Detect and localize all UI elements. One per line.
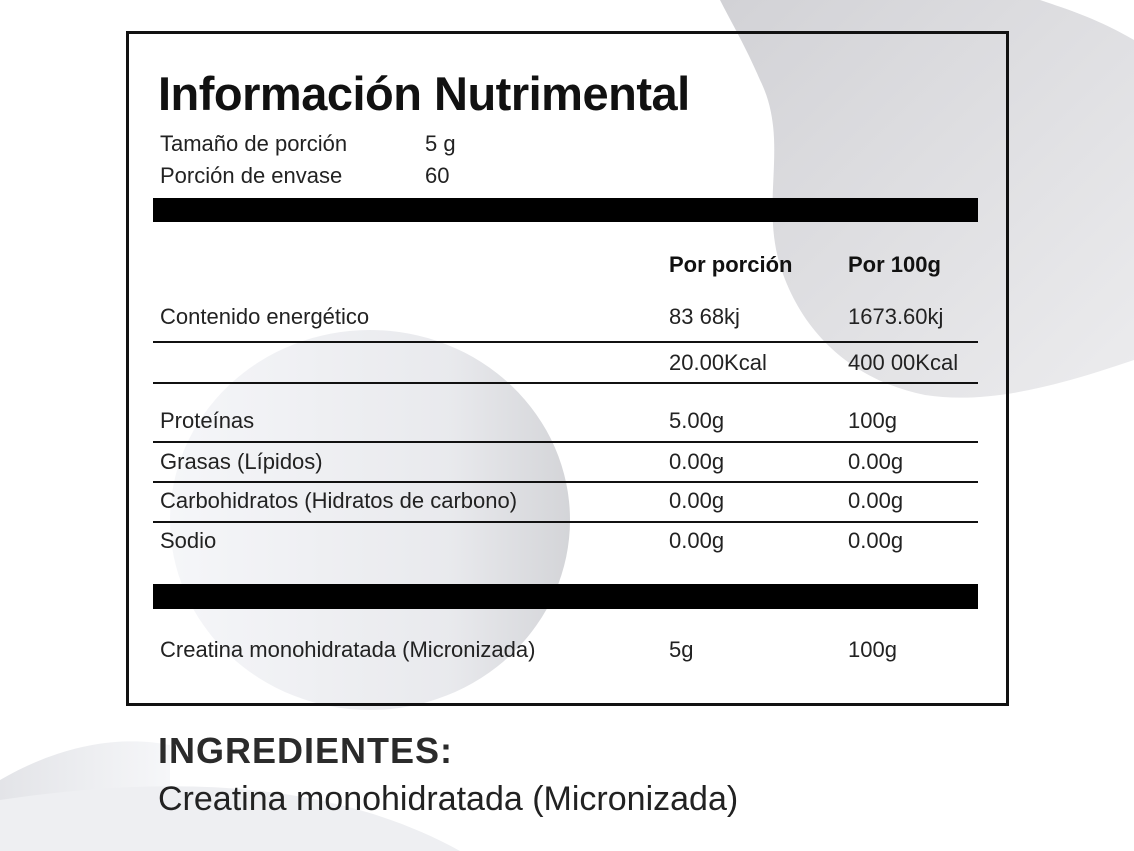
row-divider (153, 481, 978, 483)
row-divider (153, 382, 978, 384)
nutrition-panel (126, 31, 1009, 706)
serving-size-label: Tamaño de porción (160, 131, 348, 156)
background-shape-center-blob (170, 330, 570, 710)
creatine-per-100g: 100g (848, 637, 897, 662)
column-header-per-100g: Por 100g (848, 252, 941, 277)
nutrient-label: Sodio (160, 528, 217, 553)
row-divider (153, 441, 978, 443)
thick-divider-top (153, 198, 978, 222)
nutrient-label: Grasas (Lípidos) (160, 449, 323, 474)
ingredients-title: INGREDIENTES: (158, 730, 454, 771)
creatine-per-serving: 5g (669, 637, 694, 662)
servings-per-container-value: 60 (425, 163, 450, 188)
nutrient-label: Carbohidratos (Hidratos de carbono) (160, 488, 518, 513)
energy-kj-per-serving: 83 68kj (669, 304, 740, 329)
nutrient-per-serving: 0.00g (669, 449, 725, 474)
column-header-per-serving: Por porción (669, 252, 793, 277)
nutrition-title: Información Nutrimental (158, 67, 690, 120)
nutrient-per-serving: 5.00g (669, 408, 725, 433)
nutrient-per-serving: 0.00g (669, 528, 725, 553)
row-divider (153, 341, 978, 343)
nutrient-per-100g: 100g (848, 408, 897, 433)
nutrient-per-100g: 0.00g (848, 488, 904, 513)
energy-label: Contenido energético (160, 304, 370, 329)
energy-kj-per-100g: 1673.60kj (848, 304, 944, 329)
background-shape-lower-band (0, 786, 460, 851)
background-shape-top-right-corner (1040, 0, 1134, 40)
serving-size-value: 5 g (425, 131, 456, 156)
nutrient-per-serving: 0.00g (669, 488, 725, 513)
nutrient-per-100g: 0.00g (848, 449, 904, 474)
energy-kcal-per-serving: 20.00Kcal (669, 350, 767, 375)
ingredients-text: Creatina monohidratada (Micronizada) (158, 780, 739, 818)
thick-divider-bottom (153, 584, 978, 609)
nutrient-per-100g: 0.00g (848, 528, 904, 553)
nutrient-label: Proteínas (160, 408, 255, 433)
creatine-label: Creatina monohidratada (Micronizada) (160, 637, 536, 662)
servings-per-container-label: Porción de envase (160, 163, 343, 188)
energy-kcal-per-100g: 400 00Kcal (848, 350, 959, 375)
row-divider (153, 521, 978, 523)
